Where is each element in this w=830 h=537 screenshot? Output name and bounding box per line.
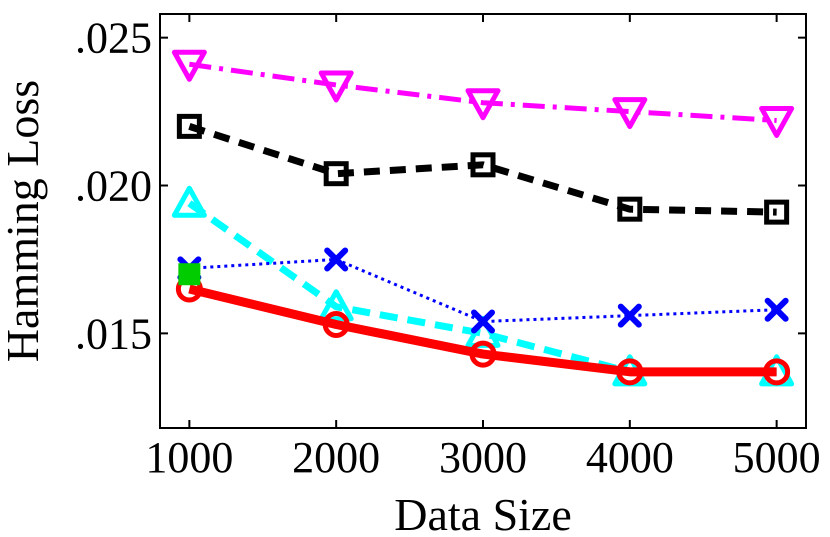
series-6 [178,263,201,286]
series-line [188,284,777,377]
series-layer [171,49,795,387]
data-point-circle [763,358,791,386]
data-point-square [764,199,790,225]
data-point-triangle-down [318,70,354,103]
y-tick-label: .015 [75,309,152,358]
series-line [189,61,777,123]
data-point-square [176,113,202,139]
series-line [188,123,777,216]
data-point-filled-square [178,263,201,286]
y-tick-label: .020 [75,162,152,211]
y-axis-label: Hamming Loss [0,80,48,362]
data-point-circle [322,311,350,338]
series-2 [176,113,790,225]
x-marker-stroke [617,303,642,328]
x-tick-label: 5000 [733,433,821,482]
x-tick-label: 2000 [292,433,380,482]
data-point-x [764,297,789,322]
data-point-triangle-down [612,97,648,130]
series-1 [171,49,795,138]
data-point-x [471,309,495,334]
data-point-x [324,247,349,272]
x-marker-stroke [764,297,789,322]
y-axis: .015 .020 .025 [75,14,806,358]
series-5 [175,275,791,386]
data-point-square [470,152,496,178]
x-marker-stroke [324,247,349,272]
data-point-circle [469,340,497,368]
data-point-x [617,303,642,328]
data-point-triangle-down [465,88,501,121]
data-point-triangle-up [318,289,354,322]
data-point-square [323,161,349,187]
data-point-triangle-down [759,105,795,138]
y-tick-label: .025 [75,14,152,63]
data-point-triangle-up [171,185,207,218]
series-line [187,200,777,376]
data-point-square [617,196,643,222]
data-point-triangle-down [171,49,207,82]
series-line [189,257,777,324]
x-tick-label: 4000 [586,433,674,482]
x-marker-stroke [471,309,495,334]
data-point-circle [616,358,644,386]
x-tick-label: 3000 [439,433,527,482]
x-axis: 1000 2000 3000 4000 5000 [145,14,821,482]
x-axis-label: Data Size [394,489,572,537]
x-tick-label: 1000 [145,433,233,482]
